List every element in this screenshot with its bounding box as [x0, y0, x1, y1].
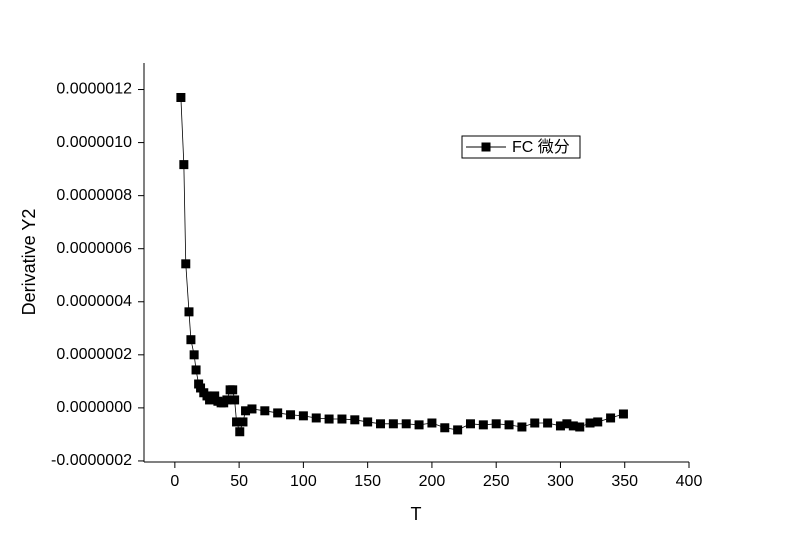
point	[247, 404, 257, 414]
point	[562, 419, 572, 429]
point	[186, 335, 196, 345]
x-tick-label: 300	[547, 473, 574, 490]
point	[235, 427, 245, 437]
point	[618, 409, 628, 419]
point	[222, 395, 232, 405]
point	[465, 419, 475, 429]
point	[238, 417, 248, 427]
x-tick-label: 150	[354, 473, 381, 490]
point	[298, 411, 308, 421]
point	[228, 385, 238, 395]
y-tick-label: -0.0000002	[51, 452, 132, 469]
point	[210, 391, 220, 401]
point	[388, 419, 398, 429]
point	[478, 420, 488, 430]
x-axis-label: T	[411, 504, 422, 524]
point	[414, 420, 424, 430]
y-tick-label: 0.0000006	[56, 240, 132, 257]
x-tick-label: 100	[290, 473, 317, 490]
point	[191, 365, 201, 375]
point	[555, 421, 565, 431]
point	[196, 383, 206, 393]
x-tick-label: 0	[170, 473, 179, 490]
point	[179, 160, 189, 170]
point	[232, 417, 242, 427]
y-tick-label: 0.0000004	[56, 293, 132, 310]
point	[530, 418, 540, 428]
point	[517, 422, 527, 432]
point	[440, 423, 450, 433]
point	[504, 420, 514, 430]
y-tick-label: 0.0000012	[56, 81, 132, 98]
point	[324, 414, 334, 424]
point	[184, 307, 194, 317]
point	[350, 415, 360, 425]
point	[241, 406, 251, 416]
y-tick-label: 0.0000010	[56, 134, 132, 151]
point	[337, 414, 347, 424]
x-tick-label: 50	[230, 473, 248, 490]
y-tick-label: 0.0000000	[56, 399, 132, 416]
y-tick-label: 0.0000002	[56, 346, 132, 363]
point	[453, 425, 463, 435]
point	[575, 422, 585, 432]
point	[260, 406, 270, 416]
point	[427, 418, 437, 428]
point	[593, 417, 603, 427]
point	[189, 350, 199, 360]
point	[176, 92, 186, 102]
point	[230, 395, 240, 405]
x-tick-label: 250	[483, 473, 510, 490]
legend-marker	[481, 142, 491, 152]
point	[273, 408, 283, 418]
point	[311, 413, 321, 423]
x-tick-label: 200	[419, 473, 446, 490]
point	[543, 418, 553, 428]
y-axis-label: Derivative Y2	[19, 209, 39, 316]
point	[181, 259, 191, 269]
point	[376, 419, 386, 429]
point	[568, 421, 578, 431]
point	[585, 418, 595, 428]
legend-label: FC 微分	[512, 138, 570, 156]
point	[363, 417, 373, 427]
point	[606, 413, 616, 423]
x-tick-label: 350	[611, 473, 638, 490]
x-tick-label: 400	[676, 473, 703, 490]
point	[491, 419, 501, 429]
point	[401, 419, 411, 429]
legend-box	[461, 135, 581, 159]
y-tick-label: 0.0000008	[56, 187, 132, 204]
point	[286, 410, 296, 420]
